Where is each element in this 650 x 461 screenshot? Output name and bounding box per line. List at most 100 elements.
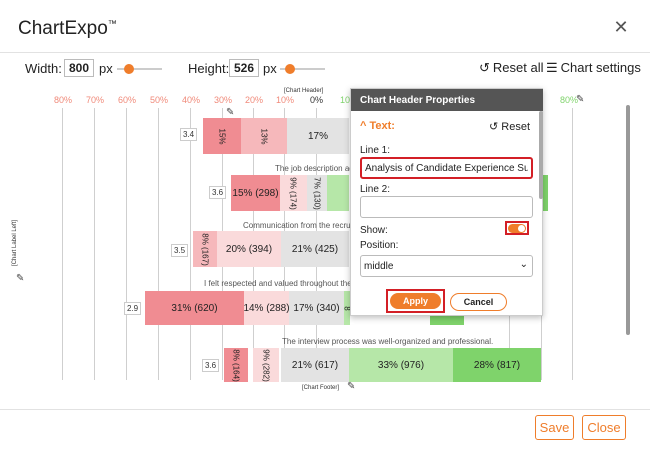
line2-input[interactable] [360,196,533,218]
chart-scrollbar[interactable] [625,95,631,380]
cancel-button[interactable]: Cancel [450,293,507,311]
chart-canvas: 80% 70% 60% 50% 40% 30% 20% 10% 0% 10 80… [10,86,635,391]
edit-pencil-icon[interactable]: ✎ [226,107,235,118]
height-label: Height: [188,61,230,76]
panel-scrollbar-thumb[interactable] [539,111,543,199]
width-label: Width: [25,61,62,76]
height-unit: px [263,61,277,76]
question-label: Communication from the recruit [243,221,355,230]
pct-tick: 30% [214,95,233,105]
pct-tick: 20% [245,95,264,105]
height-slider-thumb[interactable] [285,64,295,74]
bar-segment[interactable]: 15% (298) [231,175,280,211]
panel-scrollbar[interactable] [539,111,543,279]
bar-segment[interactable]: 9% (282) [253,348,279,382]
close-button[interactable]: Close [582,415,626,440]
show-toggle[interactable] [508,223,526,233]
bar-segment[interactable] [327,175,349,211]
bar-segment[interactable]: 13% [241,118,287,154]
chevron-down-icon: ⌄ [519,259,528,270]
grid-line [94,108,95,380]
bar-segment[interactable]: 31% (620) [145,291,244,325]
panel-title: Chart Header Properties [351,89,543,111]
chart-header-properties-panel: Chart Header Properties ^ Text: ↺ Reset … [350,88,543,316]
bar-segment[interactable]: 33% (976) [349,348,453,382]
panel-reset-button[interactable]: ↺ Reset [489,121,531,133]
grid-line [126,108,127,380]
apply-highlight: Apply [386,289,445,313]
close-icon[interactable]: ✕ [613,17,629,37]
chart-footer-placeholder[interactable]: [Chart Footer] [302,385,340,391]
text-section-toggle[interactable]: ^ Text: [360,120,395,132]
width-slider-thumb[interactable] [124,64,134,74]
reset-icon: ↺ [489,121,502,133]
bar-segment[interactable]: 8% (167) [193,231,217,267]
bar-segment[interactable]: 21% (425) [281,231,349,267]
app-title: ChartExpo™ [18,18,117,39]
question-label: The job description ac [275,164,354,173]
position-label: Position: [360,240,399,251]
pct-tick: 60% [118,95,137,105]
bar-segment[interactable]: 8 [344,291,350,325]
grid-line [158,108,159,380]
width-slider-track[interactable] [117,68,162,70]
width-unit: px [99,61,113,76]
grid-line [190,108,191,380]
edit-pencil-icon[interactable]: ✎ [16,273,25,284]
pct-tick: 10 [340,95,351,105]
chart-scrollbar-thumb[interactable] [626,105,630,335]
question-label: The interview process was well-organized… [282,337,494,346]
chart-label-left-placeholder[interactable]: [Chart Label Left] [12,219,19,267]
size-controls: Width: px Height: px ↺Reset all ☰Chart s… [0,58,650,78]
line1-label: Line 1: [360,145,391,156]
reset-all-button[interactable]: ↺ Reset all [479,60,544,75]
height-slider-track[interactable] [280,68,325,70]
row-score: 3.6 [209,186,227,199]
bar-segment[interactable]: 14% (288) [244,291,289,325]
row-score: 3.5 [171,244,189,257]
line2-label: Line 2: [360,184,391,195]
height-input[interactable] [229,59,259,77]
pct-tick: 0% [310,95,324,105]
line1-input[interactable] [360,157,533,179]
row-score: 3.6 [202,359,220,372]
row-score: 2.9 [124,302,142,315]
bar-segment[interactable]: 21% (617) [281,348,349,382]
show-label: Show: [360,225,388,236]
pct-tick: 80% [54,95,73,105]
bar-segment[interactable]: 7% (130) [307,175,327,211]
pct-tick: 80% [560,95,579,105]
pct-tick: 70% [86,95,105,105]
bar-segment[interactable]: 15% [203,118,241,154]
bar-segment[interactable]: 17% [287,118,349,154]
pct-tick: 50% [150,95,169,105]
settings-sliders-icon: ☰ [546,60,558,75]
save-button[interactable]: Save [535,415,574,440]
footer-divider [0,409,650,410]
panel-body: ^ Text: ↺ Reset Line 1: Line 2: Show: Po… [351,111,543,279]
grid-line [572,108,573,380]
edit-pencil-icon[interactable]: ✎ [347,381,356,391]
pct-tick: 10% [276,95,295,105]
bar-segment[interactable]: 28% (817) [453,348,541,382]
position-select[interactable]: middle ⌄ [360,255,533,277]
header-divider [0,52,650,53]
question-label: I felt respected and valued throughout t… [204,279,352,288]
edit-pencil-icon[interactable]: ✎ [576,94,585,105]
width-input[interactable] [64,59,94,77]
pct-tick: 40% [182,95,201,105]
chart-header-placeholder[interactable]: [Chart Header] [284,88,324,94]
reset-icon: ↺ [479,60,490,75]
apply-button[interactable]: Apply [390,293,441,309]
grid-line [62,108,63,380]
chart-settings-button[interactable]: ☰ Chart settings [546,60,641,75]
row-score: 3.4 [180,128,198,141]
bar-segment[interactable]: 17% (340) [289,291,344,325]
bar-segment[interactable] [542,175,548,211]
chevron-up-icon: ^ [360,120,370,132]
bar-segment[interactable] [430,315,464,325]
bar-segment[interactable]: 9% (174) [280,175,307,211]
show-toggle-highlight [505,221,529,235]
bar-segment[interactable]: 20% (394) [217,231,281,267]
bar-segment[interactable]: 8% (164) [224,348,248,382]
